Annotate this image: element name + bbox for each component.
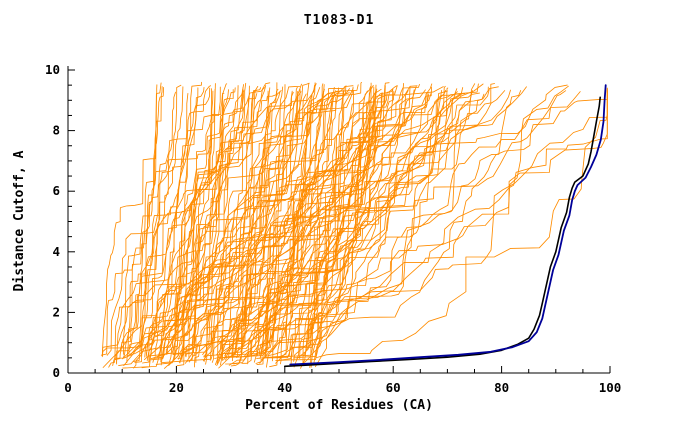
svg-text:6: 6	[52, 183, 60, 198]
svg-text:10: 10	[45, 62, 60, 77]
svg-text:4: 4	[52, 244, 60, 259]
highlight-curves	[283, 84, 607, 368]
chart-title: T1083-D1	[303, 13, 375, 28]
svg-text:80: 80	[494, 380, 509, 395]
svg-text:0: 0	[64, 380, 72, 395]
ensemble-curves	[100, 81, 608, 369]
svg-text:2: 2	[52, 304, 60, 319]
svg-text:40: 40	[277, 380, 292, 395]
svg-text:100: 100	[599, 380, 622, 395]
svg-text:20: 20	[169, 380, 184, 395]
svg-text:60: 60	[386, 380, 401, 395]
svg-text:8: 8	[52, 123, 60, 138]
axes: 0 20 40 60 80 100 0 2 4 6 8 10	[45, 62, 621, 395]
svg-text:0: 0	[52, 365, 60, 380]
x-axis-label: Percent of Residues (CA)	[245, 398, 433, 413]
